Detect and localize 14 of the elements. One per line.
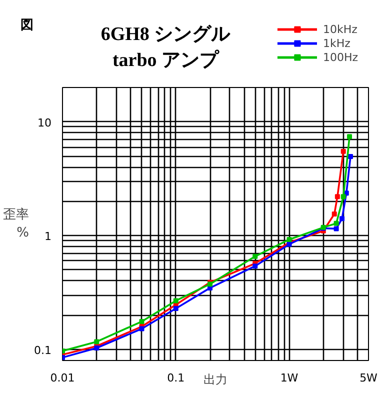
x-tick-label: 0.1 xyxy=(167,372,185,384)
y-tick-label: 10 xyxy=(38,116,52,130)
legend-label: 1kHz xyxy=(322,36,350,50)
x-tick-label: 1W xyxy=(280,372,298,384)
x-tick-label: 5W xyxy=(360,372,378,384)
text: 図 xyxy=(20,18,34,33)
y-tick-label: 0.1 xyxy=(34,344,52,357)
chart-title: 6GH8 シングル tarbo アンプ xyxy=(100,24,232,72)
y-axis-title: 歪率 % xyxy=(3,206,30,240)
legend-label: 100Hz xyxy=(322,50,358,64)
x-tick-label: 0.01 xyxy=(50,372,75,384)
legend-label: 10kHz xyxy=(322,22,358,36)
x-axis-title: 出力 xyxy=(204,372,228,386)
y-tick-label: 1 xyxy=(44,230,52,244)
